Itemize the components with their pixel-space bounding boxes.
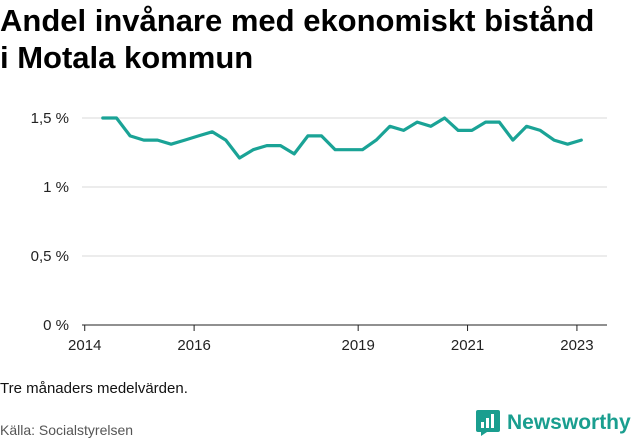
y-tick-label: 0 % [43,317,69,334]
y-tick-label: 0,5 % [31,248,69,265]
line-chart: 0 % 0,5 % 1 % 1,5 % 2014 2016 2019 2021 2023 [31,110,607,354]
source-text: Källa: Socialstyrelsen [0,422,134,438]
newsworthy-logo-icon [476,410,500,436]
series-line-0 [101,116,583,160]
newsworthy-logo[interactable]: Newsworthy [475,407,631,439]
x-tick-label: 2023 [560,337,593,354]
x-tick-label: 2019 [341,337,374,354]
x-axis [82,324,607,331]
y-axis-labels: 0 % 0,5 % 1 % 1,5 % [31,110,69,334]
chart-note: Tre månaders medelvärden. [0,380,188,397]
brand-name: Newsworthy [507,411,631,434]
x-tick-label: 2014 [68,337,101,354]
gridlines [82,117,607,257]
y-tick-label: 1,5 % [31,110,69,127]
x-tick-label: 2016 [177,337,210,354]
x-axis-labels: 2014 2016 2019 2021 2023 [68,337,594,354]
chart-title: Andel invånare med ekonomiskt bistånd i … [0,3,595,75]
y-tick-label: 1 % [43,179,69,196]
x-tick-label: 2021 [451,337,484,354]
series [101,116,583,160]
